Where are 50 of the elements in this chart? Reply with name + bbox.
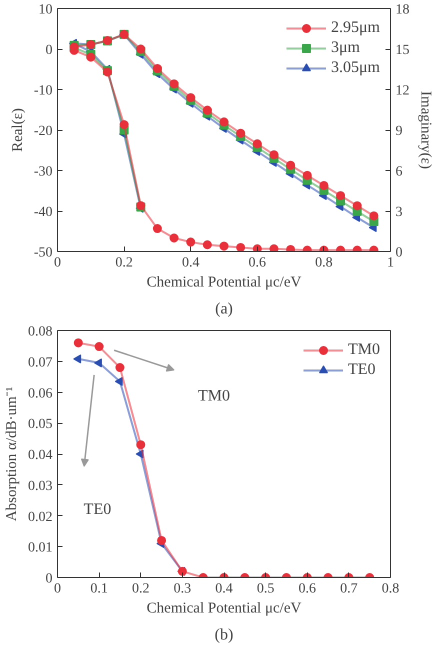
y2-tick-label: 0 xyxy=(396,246,402,260)
x-axis-title: Chemical Potential μc/eV xyxy=(146,274,302,290)
y2-tick-label: 15 xyxy=(396,43,410,58)
y-tick-label: 0 xyxy=(46,572,52,586)
x-tick-label: 0.2 xyxy=(115,256,133,270)
y-tick-label: -50 xyxy=(34,246,53,260)
legend-label: TE0 xyxy=(348,361,376,379)
x-tick-label: 0.4 xyxy=(182,256,200,270)
y-tick-label: 0.04 xyxy=(28,448,52,463)
annotation: TE0 xyxy=(84,501,112,518)
y2-tick-label: 12 xyxy=(396,84,410,98)
y-axis-title: Real(ε) xyxy=(10,108,26,152)
legend-label: 2.95μm xyxy=(330,19,380,37)
legend-label: TM0 xyxy=(348,341,380,359)
y-tick-label: -10 xyxy=(34,84,53,98)
y-tick-label: 0.02 xyxy=(28,510,52,525)
y-tick-label: -20 xyxy=(34,124,53,139)
x-tick-label: 0.3 xyxy=(174,582,192,596)
text: (b) xyxy=(214,626,234,644)
y-tick-label: -40 xyxy=(34,205,53,220)
x-tick-label: 0.1 xyxy=(90,582,108,596)
y-tick-label: 0.05 xyxy=(28,417,52,432)
y-tick-label: 0.07 xyxy=(28,355,52,370)
x-tick-label: 0.7 xyxy=(340,582,358,596)
y-tick-label: -30 xyxy=(34,164,53,180)
x-tick-label: 0.6 xyxy=(298,582,316,596)
y2-tick-label: 6 xyxy=(396,164,402,180)
x-tick-label: 0.2 xyxy=(132,582,150,596)
y2-axis-title: Imaginary(ε) xyxy=(418,91,434,169)
y-tick-label: 0.01 xyxy=(28,540,52,556)
annotation: TM0 xyxy=(198,388,230,405)
y-tick-label: 0.03 xyxy=(28,478,52,494)
x-tick-label: 0.6 xyxy=(248,256,266,270)
legend-label: 3.05μm xyxy=(330,59,380,77)
y2-tick-label: 18 xyxy=(396,2,410,18)
x-tick-label: 0.4 xyxy=(215,582,233,596)
y-tick-label: 0.06 xyxy=(28,386,52,402)
x-tick-label: 1 xyxy=(387,256,394,270)
y2-tick-label: 3 xyxy=(396,205,402,220)
y2-tick-label: 9 xyxy=(396,124,402,139)
y-tick-label: 0 xyxy=(46,43,52,58)
x-tick-label: 0.8 xyxy=(382,582,400,596)
x-tick-label: 0.5 xyxy=(256,582,274,596)
legend-label: 3μm xyxy=(330,39,360,57)
y-axis-title: Absorption α/dB·um⁻¹ xyxy=(4,386,20,522)
text: (a) xyxy=(215,300,233,318)
y-tick-label: 0.08 xyxy=(28,324,52,340)
y-tick-label: 10 xyxy=(38,2,52,18)
x-axis-title: Chemical Potential μc/eV xyxy=(146,600,302,616)
x-tick-label: 0.8 xyxy=(315,256,333,270)
